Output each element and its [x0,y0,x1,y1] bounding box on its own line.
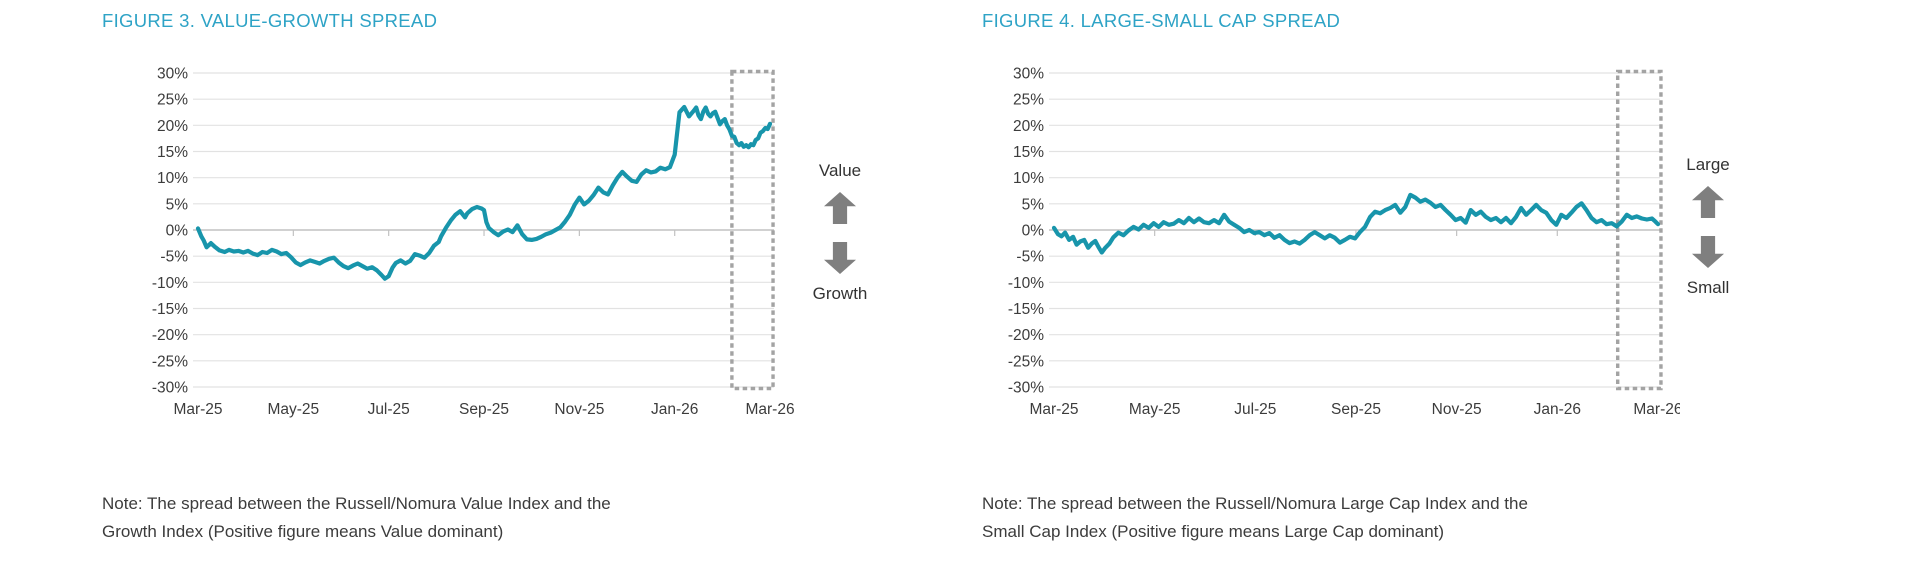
figure-4-annotation: Large Small [1668,156,1748,296]
y-axis-tick-label: 5% [1022,196,1045,213]
figure-4-large-small-cap-spread: FIGURE 4. LARGE-SMALL CAP SPREAD 30% 25% 2… [980,0,1770,565]
figure-3-annotation: Value Growth [800,162,880,302]
down-arrow-icon [1692,236,1724,268]
y-axis-tick-label: 30% [1013,66,1044,83]
y-axis-tick-label: 10% [1013,170,1044,187]
x-axis-tick-label: Jul-25 [1234,401,1276,418]
figure-4-note: Note: The spread between the Russell/Nom… [982,490,1632,545]
y-axis-tick-label: 25% [157,92,188,109]
y-axis-tick-label: 5% [166,196,189,213]
y-axis-tick-label: 20% [1013,118,1044,135]
series-line [1051,192,1661,255]
note-line-1: Note: The spread between the Russell/Nom… [982,494,1528,513]
x-axis-tick-label: Sep-25 [459,401,509,418]
note-line-2: Growth Index (Positive figure means Valu… [102,521,504,541]
y-axis-tick-label: -5% [160,249,188,266]
y-axis-tick-label: 0% [166,223,189,240]
y-axis-tick-label: 15% [157,144,188,161]
y-axis-tick-label: -15% [152,301,188,318]
y-axis-tick-label: -25% [1008,353,1044,370]
figure-4-line-chart: 30% 25% 20% 15% 10% 5% 0% -5% -10% -15% -20% -25% -3… [1008,66,1680,419]
x-axis-tick-label: Jul-25 [368,401,410,418]
y-axis-tick-label: 0% [1022,223,1045,240]
x-axis-tick-label: Jan-26 [1534,401,1581,418]
y-axis-tick-label: 20% [157,118,188,135]
x-axis-tick-label: Mar-25 [173,401,222,418]
x-axis-tick-label: May-25 [1129,401,1181,418]
highlight-box [730,69,775,391]
x-axis-tick-label: Mar-26 [745,401,794,418]
figure-3-note: Note: The spread between the Russell/Nom… [102,490,702,545]
x-axis-tick-label: Nov-25 [1432,401,1482,418]
x-axis-tick-label: Nov-25 [554,401,604,418]
y-axis-tick-label: -20% [152,327,188,344]
annotation-bottom-label: Growth [812,284,868,303]
x-axis-tick-label: Mar-26 [1633,401,1680,418]
series-line [195,104,773,281]
figure-3-title: FIGURE 3. VALUE-GROWTH SPREAD [102,10,438,31]
y-axis-tick-label: -20% [1008,327,1044,344]
annotation-top-label: Large [1686,155,1730,174]
y-axis-tick-label: 15% [1013,144,1044,161]
x-axis-tick-label: Sep-25 [1331,401,1381,418]
x-axis-tick-label: May-25 [267,401,319,418]
y-axis-tick-label: -15% [1008,301,1044,318]
y-axis-tick-label: -25% [152,353,188,370]
annotation-bottom-label: Small [1686,278,1730,297]
note-line-1: Note: The spread between the Russell/Nom… [102,494,611,513]
down-arrow-icon [824,242,856,274]
figure-3-value-growth-spread: FIGURE 3. VALUE-GROWTH SPREAD 30% 25% 20% 1… [100,0,890,565]
annotation-top-label: Value [818,161,862,180]
y-axis-tick-label: -5% [1016,249,1044,266]
y-axis-tick-label: -10% [152,275,188,292]
note-line-2: Small Cap Index (Positive figure means L… [982,521,1445,541]
y-axis-tick-label: 30% [157,66,188,83]
highlight-box [1615,69,1663,391]
y-axis-tick-label: 25% [1013,92,1044,109]
x-axis-tick-label: Jan-26 [651,401,698,418]
figure-4-title: FIGURE 4. LARGE-SMALL CAP SPREAD [982,10,1341,31]
y-axis-tick-label: -30% [152,380,188,397]
figure-3-line-chart: 30% 25% 20% 15% 10% 5% 0% -5% -10% -15% -20% -25% -3… [152,66,795,419]
x-axis-tick-label: Mar-25 [1029,401,1078,418]
y-axis-tick-label: -10% [1008,275,1044,292]
up-arrow-icon [824,192,856,224]
up-arrow-icon [1692,186,1724,218]
y-axis-tick-label: -30% [1008,380,1044,397]
y-axis-tick-label: 10% [157,170,188,187]
